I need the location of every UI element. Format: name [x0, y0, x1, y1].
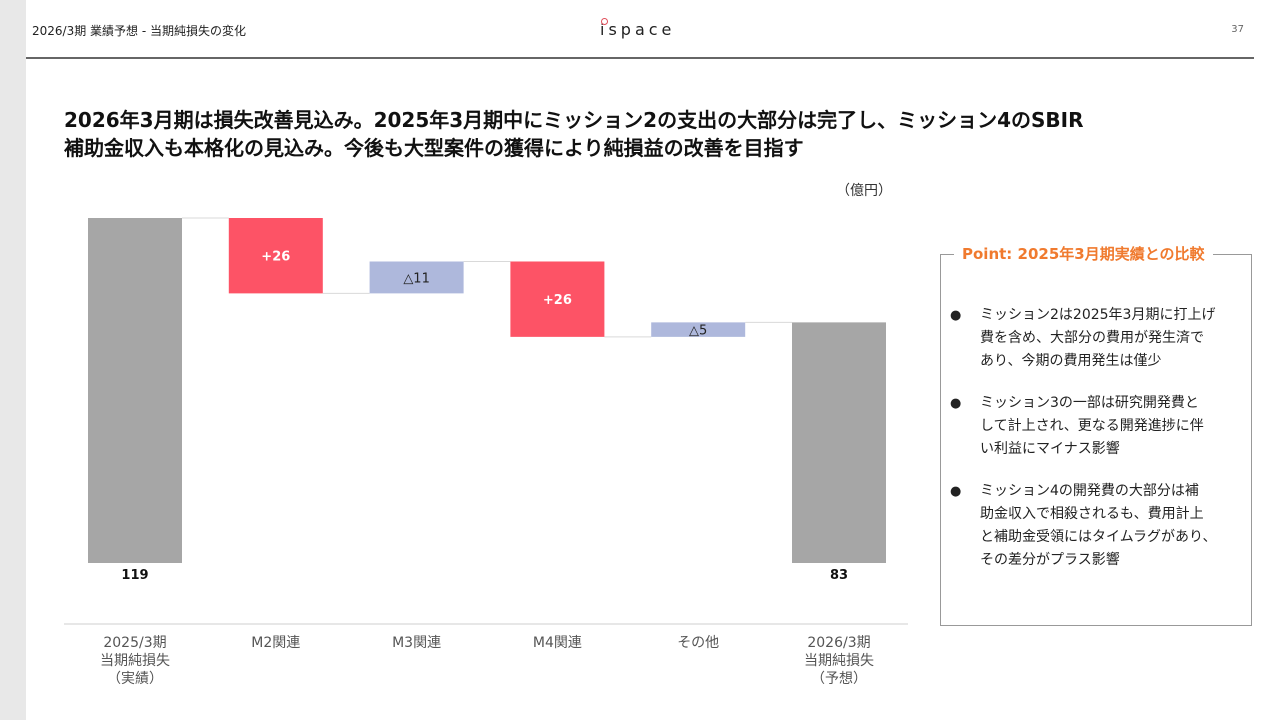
headline-line-1: 2026年3月期は損失改善見込み。2025年3月期中にミッション2の支出の大部分… [64, 108, 1084, 132]
x-tick-label: 2025/3期 [103, 635, 166, 651]
data-label: +26 [543, 293, 572, 308]
left-sidebar-strip [0, 0, 26, 720]
bar-0 [88, 218, 182, 563]
x-tick-label: M3関連 [392, 635, 441, 651]
point-item-line: 助金収入で相殺されるも、費用計上 [980, 506, 1204, 522]
x-tick-label: その他 [677, 635, 719, 651]
x-tick-label: 当期純損失 [100, 653, 170, 669]
bullet-icon: ● [950, 484, 962, 499]
point-item-line: ミッション3の一部は研究開発費と [980, 395, 1199, 411]
bullet-icon: ● [950, 308, 962, 323]
point-item-line: ミッション4の開発費の大部分は補 [980, 483, 1199, 499]
point-item: ● ミッション4の開発費の大部分は補 助金収入で相殺されるも、費用計上 と補助金受領に… [950, 480, 1250, 572]
point-item-line: と補助金受領にはタイムラグがあり、 [980, 529, 1217, 545]
header-divider [26, 57, 1254, 59]
point-item-line: 費を含め、大部分の費用が発生済で [980, 330, 1204, 346]
point-item-line: して計上され、更なる開発進捗に伴 [980, 418, 1204, 434]
bar-1 [228, 218, 323, 294]
x-tick-label: M4関連 [533, 635, 582, 651]
page-number: 37 [1231, 24, 1244, 35]
x-tick-label: M2関連 [251, 635, 300, 651]
unit-label: （億円） [836, 183, 892, 199]
page-headline: 2026年3月期は損失改善見込み。2025年3月期中にミッション2の支出の大部分… [64, 106, 1244, 162]
x-tick-label: 当期純損失 [804, 653, 874, 669]
point-item-line: ミッション2は2025年3月期に打上げ [980, 307, 1216, 323]
headline-line-2: 補助金収入も本格化の見込み。今後も大型案件の獲得により純損益の改善を目指す [64, 136, 804, 160]
data-label: 119 [121, 568, 148, 583]
data-label: △5 [689, 324, 707, 339]
point-item-line: い利益にマイナス影響 [980, 441, 1120, 457]
data-label: 83 [830, 568, 848, 583]
bar-4 [651, 322, 746, 337]
x-tick-label: （実績） [107, 671, 163, 687]
point-item: ● ミッション3の一部は研究開発費と して計上され、更なる開発進捗に伴 い利益にマイナ… [950, 392, 1250, 461]
data-label: +26 [261, 250, 290, 265]
bar-2 [369, 261, 464, 294]
logo-dot-icon [601, 18, 608, 25]
point-item-line: あり、今期の費用発生は僅少 [980, 353, 1162, 369]
point-item: ● ミッション2は2025年3月期に打上げ 費を含め、大部分の費用が発生済で あり、今… [950, 304, 1250, 373]
bar-5 [792, 322, 886, 563]
bullet-icon: ● [950, 396, 962, 411]
x-tick-label: （予想） [811, 671, 867, 687]
bar-3 [510, 261, 605, 337]
point-item-line: その差分がプラス影響 [980, 552, 1120, 568]
x-tick-label: 2026/3期 [807, 635, 870, 651]
point-box-title: Point: 2025年3月期実績との比較 [954, 243, 1213, 264]
data-label: △11 [403, 271, 430, 286]
point-list: ● ミッション2は2025年3月期に打上げ 費を含め、大部分の費用が発生済で あり、今… [950, 304, 1250, 591]
section-title: 2026/3期 業績予想 - 当期純損失の変化 [32, 24, 246, 38]
ispace-logo: ispace [600, 18, 676, 39]
logo-text: ispace [600, 20, 676, 39]
